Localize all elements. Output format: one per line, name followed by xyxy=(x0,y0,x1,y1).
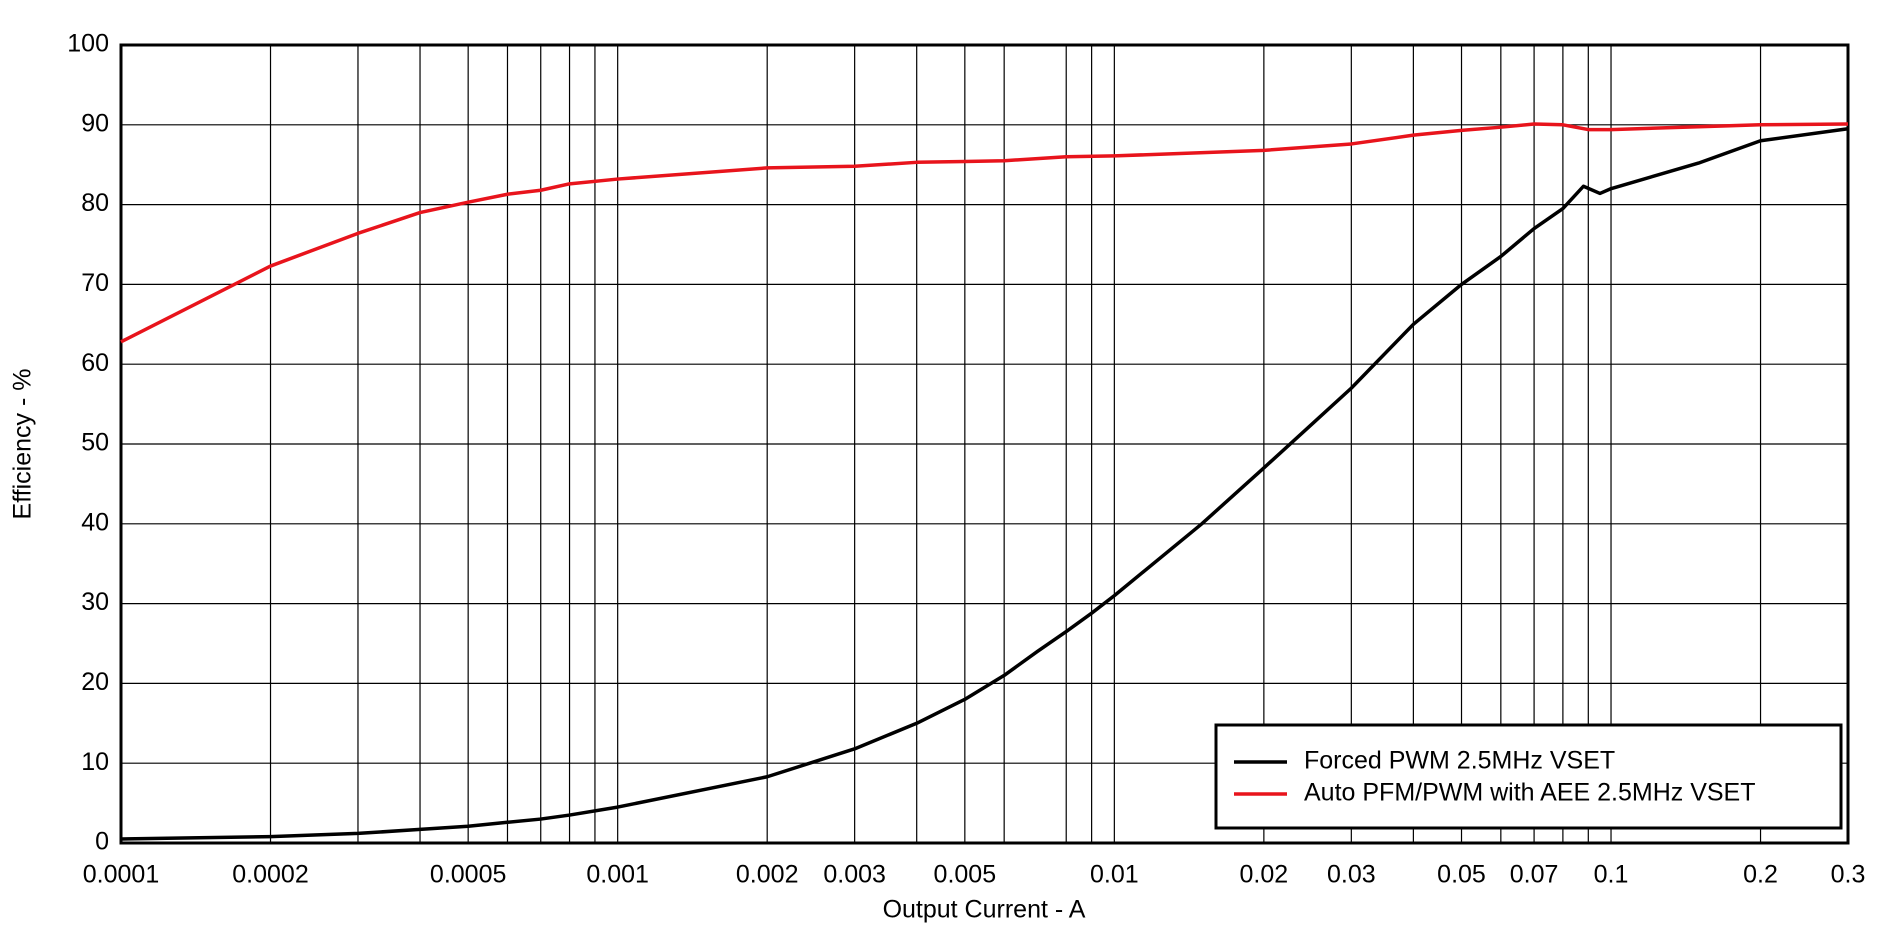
x-tick-label: 0.2 xyxy=(1743,861,1778,889)
x-tick-label: 0.005 xyxy=(934,861,997,889)
legend-label: Forced PWM 2.5MHz VSET xyxy=(1304,747,1615,775)
x-tick-label: 0.1 xyxy=(1594,861,1629,889)
legend-label: Auto PFM/PWM with AEE 2.5MHz VSET xyxy=(1304,779,1756,807)
y-tick-label: 100 xyxy=(67,30,109,58)
y-tick-label: 30 xyxy=(81,588,109,616)
x-tick-label: 0.05 xyxy=(1437,861,1486,889)
y-tick-label: 10 xyxy=(81,748,109,776)
legend-box xyxy=(1214,723,1843,830)
x-tick-label: 0.003 xyxy=(823,861,886,889)
x-tick-label: 0.0001 xyxy=(83,861,159,889)
data-line xyxy=(120,127,1849,841)
y-tick-label: 50 xyxy=(81,429,109,457)
x-tick-label: 0.02 xyxy=(1240,861,1289,889)
plot-frame xyxy=(119,43,1850,845)
y-tick-label: 40 xyxy=(81,508,109,536)
x-tick-label: 0.01 xyxy=(1090,861,1139,889)
x-tick-label: 0.03 xyxy=(1327,861,1376,889)
y-tick-label: 90 xyxy=(81,109,109,137)
y-tick-label: 20 xyxy=(81,668,109,696)
data-line xyxy=(120,122,1849,344)
x-axis-label: Output Current - A xyxy=(883,896,1086,924)
y-axis-label: Efficiency - % xyxy=(9,369,37,520)
y-tick-label: 70 xyxy=(81,269,109,297)
x-tick-label: 0.07 xyxy=(1510,861,1559,889)
x-tick-label: 0.002 xyxy=(736,861,799,889)
y-tick-label: 0 xyxy=(95,828,109,856)
y-tick-label: 80 xyxy=(81,189,109,217)
x-tick-label: 0.0005 xyxy=(430,861,506,889)
x-tick-label: 0.001 xyxy=(586,861,649,889)
x-tick-label: 0.3 xyxy=(1831,861,1866,889)
y-tick-label: 60 xyxy=(81,349,109,377)
x-tick-label: 0.0002 xyxy=(232,861,308,889)
